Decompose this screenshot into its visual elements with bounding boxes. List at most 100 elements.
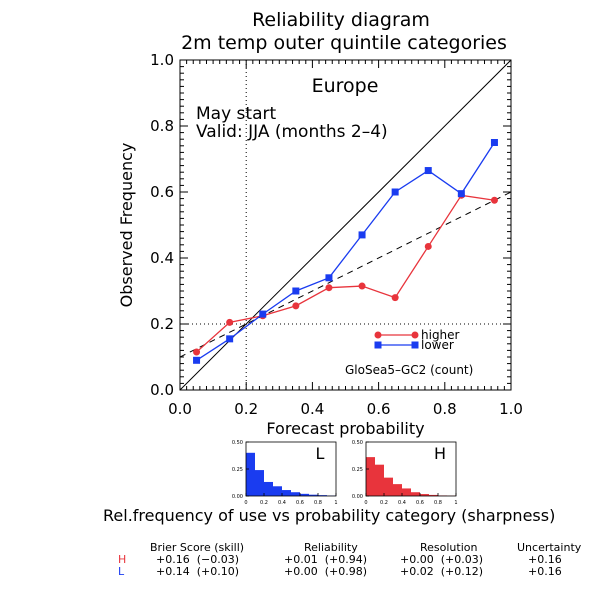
point-lower bbox=[325, 274, 333, 282]
point-higher bbox=[325, 284, 333, 292]
score-l-reliability: +0.00 (+0.98) bbox=[284, 565, 367, 578]
x-tick-label: 0.8 bbox=[433, 400, 457, 418]
sharpness-panel-label: L bbox=[316, 444, 325, 463]
sharpness-bar-H bbox=[420, 494, 429, 496]
point-lower bbox=[259, 310, 267, 318]
sharpness-bar-L bbox=[309, 494, 318, 496]
sharpness-x-tick-label: 0.2 bbox=[260, 500, 268, 506]
legend-marker-higher bbox=[411, 331, 419, 339]
sharpness-bar-H bbox=[384, 477, 393, 496]
legend-marker-higher bbox=[374, 331, 382, 339]
no-skill-line bbox=[180, 191, 511, 358]
x-tick-label: 1.0 bbox=[499, 400, 523, 418]
score-row-label-h: H bbox=[118, 553, 127, 566]
sharpness-bar-L bbox=[291, 492, 300, 496]
sharpness-x-tick-label: 0.2 bbox=[380, 500, 388, 506]
sharpness-x-tick-label: 0.6 bbox=[296, 500, 304, 506]
sharpness-x-tick-label: 1 bbox=[454, 500, 457, 506]
score-l-brier: +0.14 (+0.10) bbox=[156, 565, 239, 578]
point-higher bbox=[226, 318, 234, 326]
sharpness-x-tick-label: 0.4 bbox=[398, 500, 406, 506]
y-tick-label: 0.8 bbox=[150, 117, 174, 135]
legend-label-lower: lower bbox=[421, 338, 454, 352]
score-row-label-l: L bbox=[118, 565, 125, 578]
sharpness-y-tick-label: 0.50 bbox=[232, 440, 243, 446]
x-tick-label: 0.6 bbox=[367, 400, 391, 418]
x-axis-label: Forecast probability bbox=[266, 419, 424, 438]
score-h-brier: +0.16 (−0.03) bbox=[156, 553, 239, 566]
start-annotation: May start bbox=[196, 104, 276, 124]
sharpness-bar-H bbox=[366, 457, 375, 496]
chart-subtitle: 2m temp outer quintile categories bbox=[181, 32, 507, 54]
sharpness-bar-L bbox=[318, 495, 327, 496]
series-line-higher bbox=[196, 194, 495, 353]
legend-label-higher: higher bbox=[421, 328, 460, 342]
sharpness-x-tick-label: 0.4 bbox=[278, 500, 286, 506]
sharpness-y-tick-label: 0.25 bbox=[232, 467, 243, 473]
series-line-lower bbox=[196, 142, 495, 361]
point-higher bbox=[490, 196, 498, 204]
sharpness-y-tick-label: 0.50 bbox=[352, 440, 363, 446]
sharpness-bar-L bbox=[300, 493, 309, 496]
sharpness-bar-L bbox=[282, 490, 291, 496]
point-lower bbox=[358, 231, 366, 239]
x-tick-label: 0.0 bbox=[168, 400, 192, 418]
region-label: Europe bbox=[312, 75, 379, 97]
legend-marker-lower bbox=[374, 341, 382, 349]
point-higher bbox=[292, 302, 300, 310]
score-l-uncertainty: +0.16 bbox=[528, 565, 562, 578]
sharpness-bar-H bbox=[393, 484, 402, 496]
main-plot-area: 0.0 0.2 0.4 0.6 0.8 1.0 0.0 0.2 0.4 0.6 0.8 1.0 Fore… bbox=[117, 51, 523, 438]
sharpness-bar-L bbox=[255, 470, 264, 496]
sharpness-x-tick-label: 0 bbox=[244, 500, 247, 506]
sharpness-x-tick-label: 1 bbox=[334, 500, 337, 506]
y-tick-label: 0.4 bbox=[150, 249, 174, 267]
x-tick-label: 0.2 bbox=[234, 400, 258, 418]
score-header-resolution: Resolution bbox=[420, 541, 478, 554]
model-label: GloSea5–GC2 (count) bbox=[345, 363, 473, 377]
score-header-brier: Brier Score (skill) bbox=[150, 541, 245, 554]
y-tick-label: 0.2 bbox=[150, 315, 174, 333]
score-header-uncertainty: Uncertainty bbox=[517, 541, 582, 554]
sharpness-panel-L: L 0.00 0.25 0.50 0 0.2 0.4 0.6 0.8 1 bbox=[232, 440, 338, 506]
y-tick-label: 0.0 bbox=[150, 381, 174, 399]
score-h-reliability: +0.01 (+0.94) bbox=[284, 553, 367, 566]
sharpness-caption: Rel.frequency of use vs probability cate… bbox=[103, 506, 556, 525]
sharpness-x-tick-label: 0.6 bbox=[416, 500, 424, 506]
sharpness-panel-H: H 0.00 0.25 0.50 0 0.2 0.4 0.6 0.8 1 bbox=[352, 440, 458, 506]
point-lower bbox=[292, 287, 300, 295]
x-tick-label: 0.4 bbox=[300, 400, 324, 418]
point-lower bbox=[424, 167, 432, 175]
sharpness-panel-label: H bbox=[434, 444, 446, 463]
y-tick-label: 0.6 bbox=[150, 183, 174, 201]
sharpness-bar-L bbox=[246, 452, 255, 496]
sharpness-y-tick-label: 0.25 bbox=[352, 467, 363, 473]
scores-table: Brier Score (skill) Reliability Resoluti… bbox=[112, 541, 600, 581]
sharpness-x-tick-label: 0.8 bbox=[314, 500, 322, 506]
sharpness-y-tick-label: 0.00 bbox=[352, 494, 363, 500]
chart-title: Reliability diagram bbox=[252, 9, 430, 31]
point-higher bbox=[391, 294, 399, 302]
y-tick-label: 1.0 bbox=[150, 51, 174, 69]
sharpness-bar-H bbox=[411, 492, 420, 496]
score-l-resolution: +0.02 (+0.12) bbox=[400, 565, 483, 578]
y-axis-label: Observed Frequency bbox=[117, 143, 136, 308]
score-h-resolution: +0.00 (+0.03) bbox=[400, 553, 483, 566]
score-h-uncertainty: +0.16 bbox=[528, 553, 562, 566]
point-higher bbox=[424, 242, 432, 250]
sharpness-bar-H bbox=[402, 488, 411, 496]
point-higher bbox=[358, 282, 366, 290]
valid-annotation: Valid: JJA (months 2–4) bbox=[196, 122, 388, 142]
point-lower bbox=[193, 356, 201, 364]
sharpness-panels: L 0.00 0.25 0.50 0 0.2 0.4 0.6 0.8 1 H 0.00 0.25 0.50… bbox=[232, 440, 458, 506]
point-higher bbox=[193, 348, 201, 356]
point-lower bbox=[226, 335, 234, 343]
legend-marker-lower bbox=[411, 341, 419, 349]
point-lower bbox=[391, 188, 399, 196]
point-lower bbox=[490, 139, 498, 146]
sharpness-x-tick-label: 0 bbox=[364, 500, 367, 506]
sharpness-bar-L bbox=[273, 486, 282, 496]
sharpness-y-tick-label: 0.00 bbox=[232, 494, 243, 500]
